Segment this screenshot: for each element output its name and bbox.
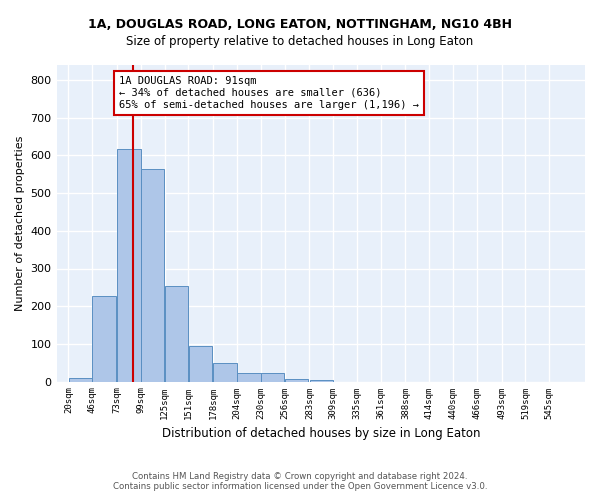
Bar: [188, 346, 212, 382]
Y-axis label: Number of detached properties: Number of detached properties: [15, 136, 25, 311]
Bar: [237, 372, 260, 382]
Bar: [214, 364, 237, 382]
Bar: [261, 372, 284, 382]
Bar: [141, 168, 164, 382]
Text: Size of property relative to detached houses in Long Eaton: Size of property relative to detached ho…: [127, 35, 473, 48]
Text: 1A DOUGLAS ROAD: 91sqm
← 34% of detached houses are smaller (636)
65% of semi-de: 1A DOUGLAS ROAD: 91sqm ← 34% of detached…: [119, 76, 419, 110]
Text: 1A, DOUGLAS ROAD, LONG EATON, NOTTINGHAM, NG10 4BH: 1A, DOUGLAS ROAD, LONG EATON, NOTTINGHAM…: [88, 18, 512, 30]
Bar: [310, 380, 333, 382]
X-axis label: Distribution of detached houses by size in Long Eaton: Distribution of detached houses by size …: [161, 427, 480, 440]
Text: Contains public sector information licensed under the Open Government Licence v3: Contains public sector information licen…: [113, 482, 487, 491]
Text: Contains HM Land Registry data © Crown copyright and database right 2024.: Contains HM Land Registry data © Crown c…: [132, 472, 468, 481]
Bar: [68, 378, 92, 382]
Bar: [92, 296, 116, 382]
Bar: [285, 378, 308, 382]
Bar: [117, 149, 140, 382]
Bar: [165, 286, 188, 382]
